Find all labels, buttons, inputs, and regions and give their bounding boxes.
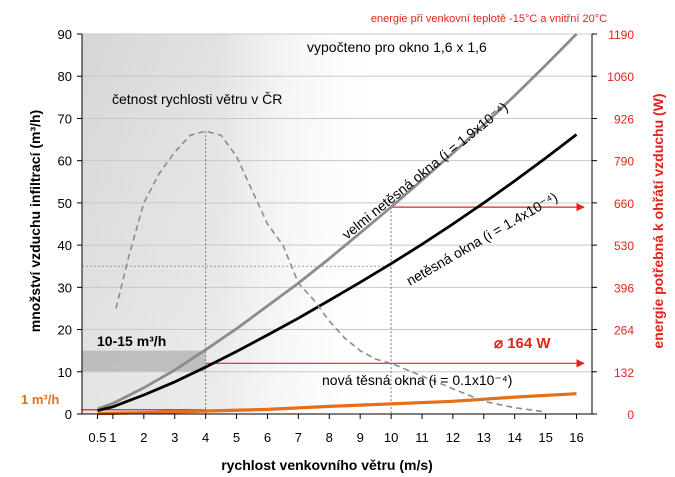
x-tick-label: 2 <box>140 430 147 445</box>
series-line-0 <box>97 33 578 411</box>
one-m3-label: 1 m³/h <box>21 392 59 407</box>
x-tick-label: 8 <box>326 430 333 445</box>
reference-lines <box>82 131 585 414</box>
x-tick-label: 12 <box>446 430 460 445</box>
x-tick-label: 1 <box>109 430 116 445</box>
y-left-tick-label: 60 <box>58 154 72 169</box>
x-tick-label: 7 <box>295 430 302 445</box>
axes <box>77 33 597 419</box>
gridlines <box>82 33 592 373</box>
x-tick-label: 11 <box>415 430 429 445</box>
y-left-tick-label: 70 <box>58 111 72 126</box>
band-10-15 <box>82 350 206 372</box>
x-tick-label: 6 <box>264 430 271 445</box>
series-line-1 <box>97 133 578 412</box>
x-tick-label: 4 <box>202 430 209 445</box>
series-line-3 <box>115 130 546 413</box>
y-left-tick-label: 80 <box>58 69 72 84</box>
x-tick-label: 9 <box>357 430 364 445</box>
y-left-tick-label: 40 <box>58 238 72 253</box>
y-right-tick-label: 1190 <box>608 28 634 42</box>
x-tick-label: 14 <box>507 430 521 445</box>
series-lines <box>97 33 578 416</box>
y-right-tick-label: 660 <box>614 197 634 211</box>
x-tick-label: 0.5 <box>88 430 106 445</box>
y-left-tick-label: 20 <box>58 323 72 338</box>
shaded-background <box>82 34 392 414</box>
y-right-tick-label: 926 <box>614 112 634 126</box>
y-left-tick-label: 90 <box>58 27 72 42</box>
x-tick-label: 16 <box>569 430 583 445</box>
y-left-tick-label: 10 <box>58 365 72 380</box>
y-right-tick-label: 530 <box>614 239 634 253</box>
y-right-axis-title: energie potřebná k ohřátí vzduchu (W) <box>650 93 666 348</box>
y-right-tick-label: 1060 <box>607 70 634 84</box>
y-right-tick-label: 396 <box>614 281 634 295</box>
y-left-tick-label: 0 <box>65 407 72 422</box>
series-label-tight: nová těsná okna (i = 0.1x10⁻⁴) <box>322 372 512 388</box>
y-right-tick-label: 790 <box>614 155 634 169</box>
energy-label: ⌀ 164 W <box>494 335 551 352</box>
x-tick-label: 15 <box>538 430 552 445</box>
x-tick-label: 10 <box>384 430 398 445</box>
y-right-tick-label: 0 <box>627 408 634 422</box>
note-window: vypočteno pro okno 1,6 x 1,6 <box>307 39 487 55</box>
x-axis-title: rychlost venkovního větru (m/s) <box>221 457 433 473</box>
x-tick-label: 13 <box>477 430 491 445</box>
series-line-2 <box>97 392 577 416</box>
y-left-tick-label: 30 <box>58 280 72 295</box>
x-tick-label: 5 <box>233 430 240 445</box>
y-right-tick-label: 264 <box>614 324 634 338</box>
band-label: 10-15 m³/h <box>97 333 166 349</box>
x-tick-label: 3 <box>171 430 178 445</box>
y-left-tick-label: 50 <box>58 196 72 211</box>
tick-labels: 0.5 1 2 3 4 5 6 7 8 9 10 11 12 13 14 15 1601020304050607… <box>58 27 635 445</box>
subtitle-top-right: energie při venkovní teplotě -15°C a vni… <box>371 13 607 25</box>
y-right-tick-label: 132 <box>614 366 634 380</box>
y-left-axis-title: množství vzduchu infiltrací (m³/h) <box>27 110 43 332</box>
frequency-label: četnost rychlosti větru v ČR <box>112 91 282 107</box>
